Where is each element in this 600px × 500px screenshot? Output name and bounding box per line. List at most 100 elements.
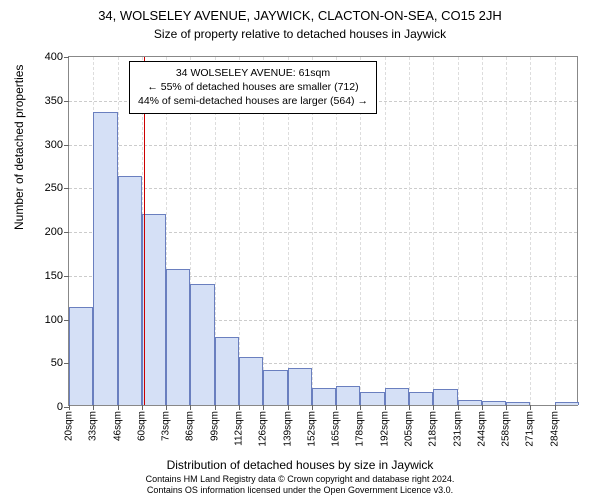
- ytick-mark: [64, 57, 69, 58]
- ytick-mark: [64, 320, 69, 321]
- xtick-label: 205sqm: [404, 411, 415, 447]
- histogram-bar: [482, 401, 506, 405]
- xtick-label: 73sqm: [161, 411, 172, 441]
- histogram-bar: [69, 307, 93, 405]
- plot-area: 34 WOLSELEY AVENUE: 61sqm← 55% of detach…: [68, 56, 578, 406]
- histogram-bar: [215, 337, 239, 405]
- info-box-line: 44% of semi-detached houses are larger (…: [138, 94, 368, 108]
- ytick-label: 200: [45, 226, 63, 238]
- info-box-line: 34 WOLSELEY AVENUE: 61sqm: [138, 66, 368, 80]
- xtick-label: 139sqm: [282, 411, 293, 447]
- ytick-label: 0: [57, 401, 63, 413]
- xtick-label: 231sqm: [452, 411, 463, 447]
- vgrid-line: [530, 57, 531, 405]
- xtick-mark: [166, 405, 167, 410]
- xtick-label: 60sqm: [136, 411, 147, 441]
- xtick-label: 258sqm: [501, 411, 512, 447]
- xtick-mark: [409, 405, 410, 410]
- ytick-mark: [64, 101, 69, 102]
- xtick-label: 99sqm: [209, 411, 220, 441]
- xtick-label: 218sqm: [428, 411, 439, 447]
- ytick-label: 350: [45, 95, 63, 107]
- xtick-label: 165sqm: [331, 411, 342, 447]
- histogram-bar: [409, 392, 433, 405]
- vgrid-line: [433, 57, 434, 405]
- histogram-bar: [336, 386, 360, 405]
- xtick-label: 152sqm: [306, 411, 317, 447]
- xtick-mark: [458, 405, 459, 410]
- ytick-label: 150: [45, 270, 63, 282]
- histogram-bar: [239, 357, 263, 405]
- histogram-bar: [555, 402, 579, 405]
- ytick-label: 50: [51, 357, 63, 369]
- xtick-label: 178sqm: [355, 411, 366, 447]
- xtick-label: 271sqm: [525, 411, 536, 447]
- xtick-label: 112sqm: [234, 411, 245, 446]
- xtick-mark: [506, 405, 507, 410]
- histogram-bar: [458, 400, 482, 405]
- ytick-mark: [64, 232, 69, 233]
- histogram-bar: [433, 389, 457, 405]
- info-box-line: ← 55% of detached houses are smaller (71…: [138, 80, 368, 94]
- xtick-mark: [93, 405, 94, 410]
- page-subtitle: Size of property relative to detached ho…: [0, 23, 600, 41]
- histogram-bar: [506, 402, 530, 406]
- histogram-bar: [360, 392, 384, 405]
- xtick-label: 46sqm: [112, 411, 123, 441]
- page-title: 34, WOLSELEY AVENUE, JAYWICK, CLACTON-ON…: [0, 0, 600, 23]
- ytick-mark: [64, 188, 69, 189]
- ytick-label: 300: [45, 139, 63, 151]
- info-box: 34 WOLSELEY AVENUE: 61sqm← 55% of detach…: [129, 61, 377, 114]
- xtick-label: 244sqm: [476, 411, 487, 447]
- xtick-mark: [69, 405, 70, 410]
- ytick-mark: [64, 363, 69, 364]
- histogram-bar: [385, 388, 409, 406]
- xtick-mark: [312, 405, 313, 410]
- plot: 34 WOLSELEY AVENUE: 61sqm← 55% of detach…: [69, 57, 577, 405]
- ytick-mark: [64, 276, 69, 277]
- vgrid-line: [482, 57, 483, 405]
- ytick-label: 250: [45, 182, 63, 194]
- histogram-bar: [288, 368, 312, 405]
- footer: Contains HM Land Registry data © Crown c…: [0, 474, 600, 497]
- histogram-bar: [142, 214, 166, 405]
- xtick-mark: [239, 405, 240, 410]
- vgrid-line: [506, 57, 507, 405]
- xtick-mark: [360, 405, 361, 410]
- xtick-mark: [142, 405, 143, 410]
- xtick-label: 20sqm: [64, 411, 75, 441]
- x-axis-label: Distribution of detached houses by size …: [0, 458, 600, 472]
- vgrid-line: [458, 57, 459, 405]
- histogram-bar: [312, 388, 336, 406]
- histogram-bar: [118, 176, 142, 405]
- xtick-mark: [433, 405, 434, 410]
- xtick-mark: [263, 405, 264, 410]
- xtick-label: 284sqm: [549, 411, 560, 447]
- vgrid-line: [409, 57, 410, 405]
- xtick-mark: [288, 405, 289, 410]
- ytick-label: 100: [45, 314, 63, 326]
- xtick-mark: [215, 405, 216, 410]
- histogram-bar: [190, 284, 214, 405]
- xtick-mark: [482, 405, 483, 410]
- xtick-label: 86sqm: [185, 411, 196, 441]
- footer-line-2: Contains OS information licensed under t…: [0, 485, 600, 496]
- xtick-mark: [530, 405, 531, 410]
- xtick-mark: [118, 405, 119, 410]
- footer-line-1: Contains HM Land Registry data © Crown c…: [0, 474, 600, 485]
- histogram-bar: [263, 370, 287, 405]
- chart-container: 34, WOLSELEY AVENUE, JAYWICK, CLACTON-ON…: [0, 0, 600, 500]
- xtick-label: 126sqm: [258, 411, 269, 447]
- histogram-bar: [166, 269, 190, 405]
- histogram-bar: [93, 112, 117, 405]
- xtick-mark: [190, 405, 191, 410]
- xtick-label: 33sqm: [88, 411, 99, 441]
- ytick-mark: [64, 145, 69, 146]
- ytick-label: 400: [45, 51, 63, 63]
- xtick-mark: [336, 405, 337, 410]
- vgrid-line: [555, 57, 556, 405]
- xtick-mark: [385, 405, 386, 410]
- xtick-label: 192sqm: [379, 411, 390, 447]
- y-axis-label: Number of detached properties: [12, 65, 26, 230]
- vgrid-line: [385, 57, 386, 405]
